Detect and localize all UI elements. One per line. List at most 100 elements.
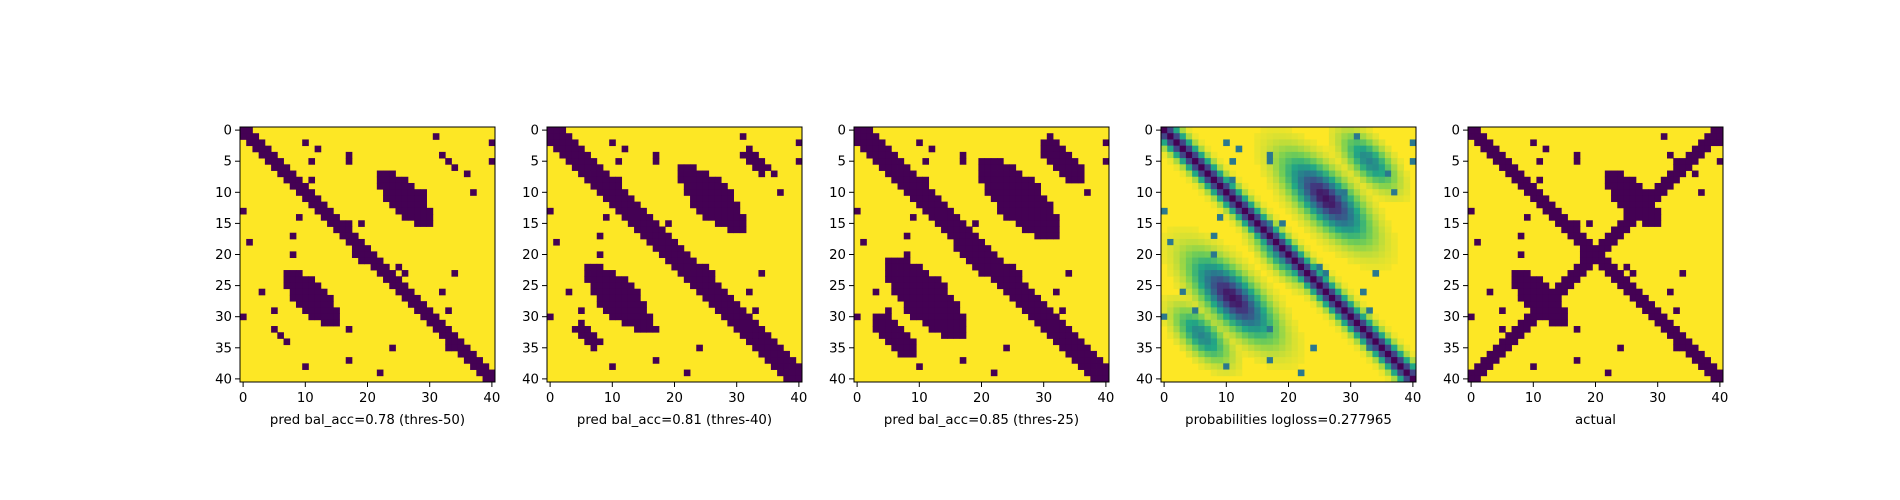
heatmap-cell xyxy=(1102,375,1110,383)
heatmap-cell xyxy=(1102,363,1110,370)
heatmap-cell xyxy=(1285,357,1293,364)
heatmap-cell xyxy=(295,182,303,190)
heatmap-cell xyxy=(1279,232,1286,240)
heatmap-cell xyxy=(1192,313,1199,321)
heatmap-cell xyxy=(1360,182,1367,190)
heatmap-cell xyxy=(947,307,954,314)
y-tick-label: 0 xyxy=(1452,124,1460,139)
heatmap-cell xyxy=(922,195,930,203)
heatmap-cell xyxy=(320,319,328,327)
heatmap-cell xyxy=(627,195,635,203)
heatmap-cell xyxy=(420,201,427,209)
heatmap-cell xyxy=(1291,201,1299,209)
heatmap-cell xyxy=(1198,357,1205,364)
heatmap-cell xyxy=(1248,232,1255,240)
heatmap-cell xyxy=(590,263,598,271)
heatmap-cell xyxy=(621,294,629,302)
heatmap-cell xyxy=(1192,357,1199,364)
heatmap-cell xyxy=(1378,145,1386,153)
heatmap-cell xyxy=(1667,170,1674,178)
heatmap-cell xyxy=(432,313,440,321)
heatmap-cell xyxy=(547,139,554,147)
heatmap-cell xyxy=(627,288,635,296)
x-tick-label: 10 xyxy=(604,391,621,406)
heatmap-cell xyxy=(714,195,722,203)
heatmap-cell xyxy=(671,251,679,259)
heatmap-cell xyxy=(1084,369,1091,377)
heatmap-cell xyxy=(1260,257,1268,265)
heatmap-cell xyxy=(1685,151,1693,159)
heatmap-cell xyxy=(1297,170,1305,178)
heatmap-cell xyxy=(752,319,759,327)
heatmap-cell xyxy=(1673,158,1680,165)
heatmap-cell xyxy=(1173,251,1181,259)
heatmap-cell xyxy=(1505,344,1512,352)
heatmap-cell xyxy=(1260,338,1268,346)
heatmap-cell xyxy=(383,189,390,196)
heatmap-cell xyxy=(1279,158,1286,165)
heatmap-cell xyxy=(696,282,703,290)
heatmap-cell xyxy=(1034,232,1041,240)
heatmap-cell xyxy=(872,313,880,321)
heatmap-cell xyxy=(1611,238,1618,246)
heatmap-cell xyxy=(1248,307,1255,314)
heatmap-cell xyxy=(1185,133,1193,140)
y-tick-label: 20 xyxy=(829,248,846,263)
heatmap-cell xyxy=(1065,344,1073,352)
heatmap-cell xyxy=(240,127,247,134)
heatmap-cell xyxy=(646,226,654,234)
heatmap-cell xyxy=(1335,189,1342,196)
heatmap-cell xyxy=(383,170,390,178)
heatmap-cell xyxy=(1347,207,1355,215)
heatmap-cell xyxy=(1384,263,1392,271)
heatmap-cell xyxy=(1285,332,1293,339)
heatmap-cell xyxy=(401,294,409,302)
heatmap-cell xyxy=(903,338,911,346)
heatmap-cell xyxy=(1654,313,1662,321)
heatmap-cell xyxy=(953,313,961,321)
y-tick-label: 15 xyxy=(215,217,232,232)
heatmap-cell xyxy=(903,332,911,339)
heatmap-cell xyxy=(941,307,948,314)
heatmap-cell xyxy=(1173,263,1181,271)
heatmap-cell xyxy=(984,263,992,271)
heatmap-cell xyxy=(1573,158,1581,165)
heatmap-cell xyxy=(1353,195,1361,203)
heatmap-cell xyxy=(395,282,403,290)
heatmap-cell xyxy=(1310,214,1317,221)
heatmap-cell xyxy=(559,127,567,134)
heatmap-cell xyxy=(1347,313,1355,321)
heatmap-cell xyxy=(320,294,328,302)
heatmap-cell xyxy=(1260,276,1268,283)
heatmap-cell xyxy=(1040,232,1048,240)
heatmap-cell xyxy=(584,276,591,283)
heatmap-cell xyxy=(897,276,905,283)
heatmap-cell xyxy=(565,288,573,296)
heatmap-cell xyxy=(1046,133,1054,140)
heatmap-cell xyxy=(1185,170,1193,178)
heatmap-cell xyxy=(1192,307,1199,314)
heatmap-cell xyxy=(1223,189,1230,196)
heatmap-cell xyxy=(1548,294,1556,302)
heatmap-cell xyxy=(1409,350,1417,358)
heatmap-cell xyxy=(1210,338,1218,346)
heatmap-cell xyxy=(1573,276,1581,283)
heatmap-cell xyxy=(953,214,961,221)
heatmap-cell xyxy=(1347,319,1355,327)
heatmap-cell xyxy=(1204,276,1212,283)
heatmap-cell xyxy=(389,344,396,352)
heatmap-cell xyxy=(1391,257,1398,265)
heatmap-cell xyxy=(1015,195,1023,203)
heatmap-cell xyxy=(1517,276,1525,283)
heatmap-cell xyxy=(1378,350,1386,358)
heatmap-cell xyxy=(389,176,396,184)
heatmap-cell xyxy=(990,170,998,178)
heatmap-cell xyxy=(289,176,297,184)
heatmap-cell xyxy=(1021,226,1029,234)
heatmap-cell xyxy=(1285,207,1293,215)
heatmap-cell xyxy=(934,294,942,302)
heatmap-cell xyxy=(1316,257,1324,265)
heatmap-cell xyxy=(1372,232,1380,240)
heatmap-cell xyxy=(1009,294,1017,302)
heatmap-cell xyxy=(1102,369,1110,377)
